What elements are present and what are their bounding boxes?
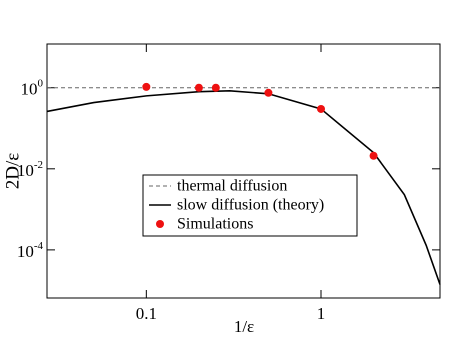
- legend-swatch: [156, 220, 164, 228]
- legend-label: Simulations: [177, 216, 253, 233]
- data-point: [264, 88, 273, 97]
- legend-box: [142, 174, 358, 237]
- plot-frame: [46, 43, 441, 299]
- x-tick-label: 1: [317, 304, 326, 323]
- x-axis-label: 1/ε: [234, 317, 254, 336]
- data-point: [317, 104, 326, 113]
- y-tick-label: 100: [21, 77, 44, 98]
- data-point: [142, 82, 151, 91]
- y-tick-label: 10-2: [17, 158, 43, 179]
- legend-label: slow diffusion (theory): [177, 197, 324, 214]
- legend-label: thermal diffusion: [177, 178, 287, 195]
- data-point: [369, 151, 378, 160]
- y-tick-label: 10-4: [17, 239, 44, 260]
- data-point: [211, 83, 220, 92]
- x-tick-label: 0.1: [136, 304, 157, 323]
- data-point: [194, 83, 203, 92]
- y-axis-label: 2D/ε: [2, 153, 23, 190]
